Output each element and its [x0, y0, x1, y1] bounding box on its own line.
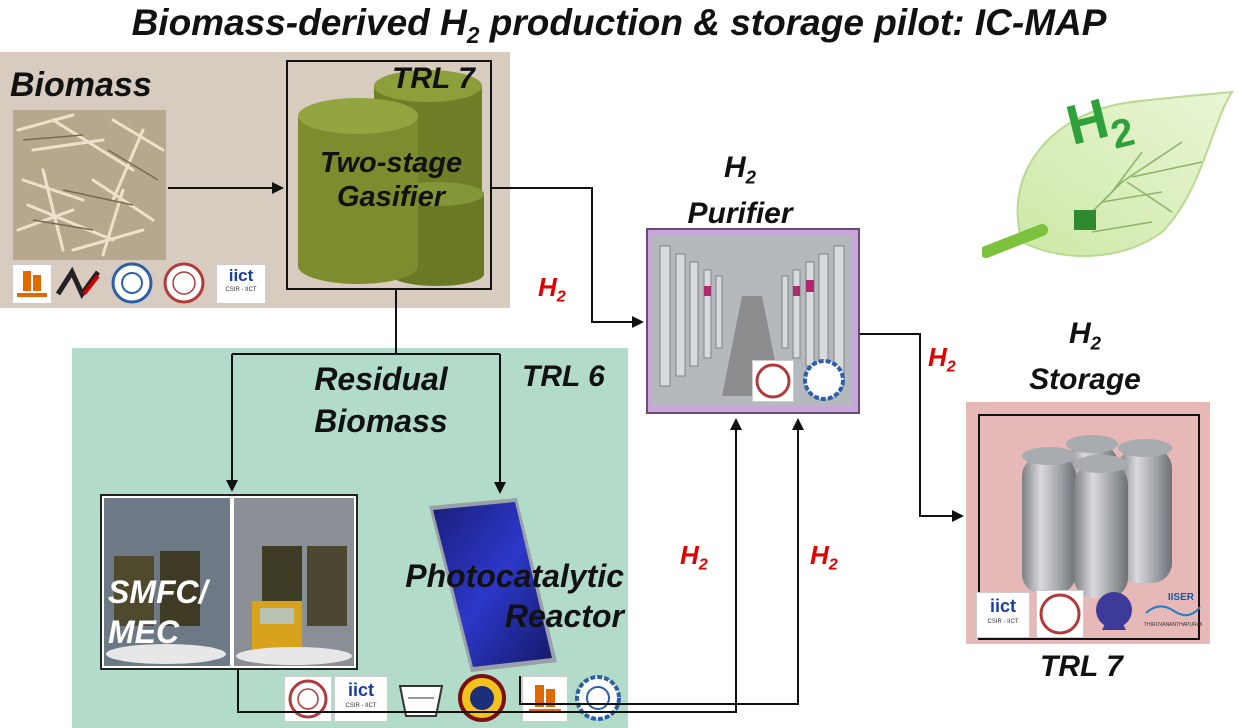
iit-emblem-logo-2	[574, 674, 622, 722]
photocatalytic-label: Photocatalytic Reactor	[405, 558, 624, 634]
storage-box	[978, 414, 1200, 640]
h2-flow-label: H2	[538, 272, 566, 306]
biomass-label: Biomass	[10, 66, 152, 104]
institute-emblem-logo	[456, 672, 508, 724]
institute-emblem-logo-2	[1090, 588, 1138, 638]
storage-tanks	[1022, 435, 1172, 598]
leaf-icon	[982, 90, 1235, 258]
iiser-logo: IISER THIRUVANANTHAPURAM	[1144, 592, 1202, 628]
iit-emblem-logo	[110, 262, 154, 304]
h2-flow-label: H2	[680, 540, 708, 574]
smfc-mec-photo	[100, 494, 358, 670]
knowledge-power-logo	[394, 676, 448, 720]
residual-biomass-label: Residual Biomass	[314, 361, 448, 439]
page-title: Biomass-derived H2 production & storage …	[131, 2, 1107, 49]
h2-flow-label: H2	[928, 342, 956, 376]
university-seal-logo-3	[752, 360, 794, 402]
ntpc-logo	[54, 264, 104, 302]
gasifier-cylinders	[298, 70, 484, 286]
smfc-label: SMFC/ MEC	[108, 574, 208, 650]
gasifier-trl: TRL 7	[392, 62, 475, 95]
iict-logo-2: iict CSIR - IICT	[334, 676, 388, 722]
university-seal-logo	[162, 262, 206, 304]
isro-logo	[12, 264, 52, 304]
purifier-label: H2 Purifier	[687, 151, 793, 230]
biomass-photo	[13, 110, 166, 260]
h2-flow-label: H2	[810, 540, 838, 574]
storage-label: H2 Storage	[1029, 317, 1141, 396]
university-seal-logo-4	[1036, 590, 1084, 638]
gasifier-label: Two-stage Gasifier	[319, 147, 463, 213]
university-seal-logo-2	[284, 676, 332, 722]
iict-logo: iict CSIR - IICT	[216, 264, 266, 304]
iit-emblem-logo-3	[802, 358, 846, 402]
photocatalytic-panel	[429, 498, 557, 672]
isro-logo-2	[522, 676, 568, 722]
trl6-label: TRL 6	[522, 360, 605, 393]
iict-logo-3: iict CSIR - IICT	[976, 592, 1030, 638]
gasifier-box	[286, 60, 492, 290]
storage-trl: TRL 7	[1040, 650, 1123, 683]
